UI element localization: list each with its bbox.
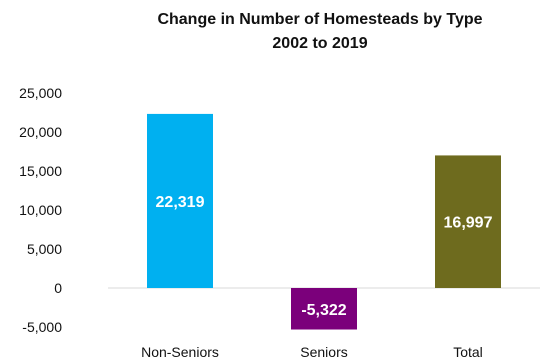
category-label: Non-Seniors (141, 344, 219, 360)
chart-title: Change in Number of Homesteads by Type 2… (110, 8, 530, 56)
y-tick-label: 5,000 (27, 241, 62, 257)
category-label: Total (453, 344, 483, 360)
data-label: 22,319 (156, 194, 205, 211)
chart-title-line-2: 2002 to 2019 (272, 35, 368, 52)
y-tick-label: -5,000 (22, 319, 62, 335)
data-label: 16,997 (444, 215, 493, 232)
y-tick-label: 25,000 (19, 85, 62, 101)
chart-title-line-1: Change in Number of Homesteads by Type (157, 11, 483, 28)
y-tick-label: 20,000 (19, 124, 62, 140)
y-tick-label: 0 (54, 280, 62, 296)
bar-total (435, 155, 501, 288)
y-tick-label: 15,000 (19, 163, 62, 179)
y-tick-label: 10,000 (19, 202, 62, 218)
bar-seniors (291, 288, 357, 330)
bar-non-seniors (147, 113, 213, 288)
category-label: Seniors (300, 344, 347, 360)
data-label: -5,322 (301, 302, 346, 319)
